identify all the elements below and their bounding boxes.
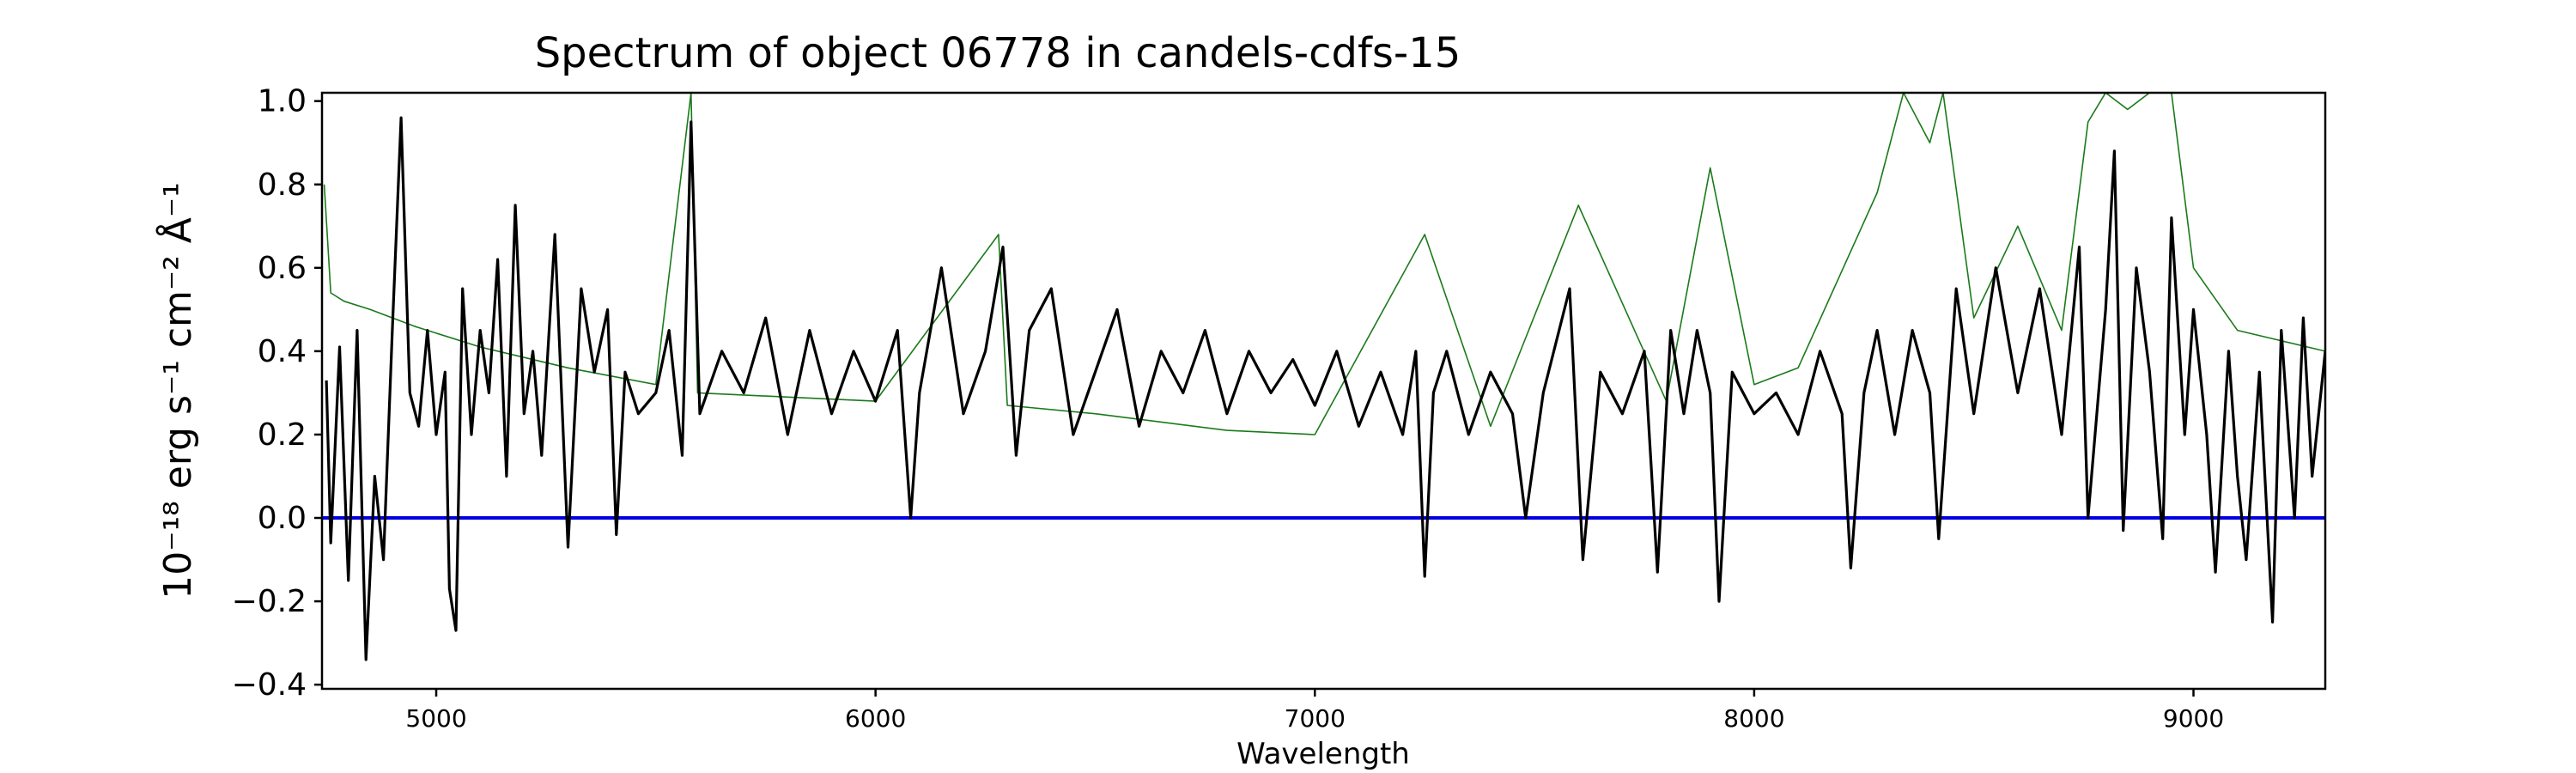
plot-area	[322, 93, 2325, 689]
x-tick-label: 5000	[405, 704, 466, 733]
y-tick-label: 0.2	[258, 417, 307, 453]
y-tick-label: 1.0	[258, 84, 307, 119]
x-tick-label: 6000	[845, 704, 906, 733]
y-axis: −0.4 −0.2 0.0 0.2 0.4 0.6 0.8 1.0	[232, 84, 322, 703]
x-axis-label: Wavelength	[1236, 737, 1410, 771]
series-line-error-spectrum	[323, 93, 2325, 435]
y-tick-label: −0.2	[232, 584, 307, 619]
y-tick-label: 0.4	[258, 334, 307, 369]
y-tick-label: −0.4	[232, 667, 307, 703]
x-tick-label: 8000	[1723, 704, 1784, 733]
y-tick-label: 0.6	[258, 251, 307, 286]
series-line-flux	[325, 116, 2325, 661]
series-layer	[322, 93, 2325, 661]
y-tick-label: 0.8	[258, 167, 307, 203]
y-tick-label: 0.0	[258, 501, 307, 536]
x-tick-label: 7000	[1285, 704, 1346, 733]
x-tick-label: 9000	[2163, 704, 2224, 733]
chart-title: Spectrum of object 06778 in candels-cdfs…	[535, 29, 1461, 77]
plot-frame	[320, 91, 2327, 691]
y-axis-label: 10⁻¹⁸ erg s⁻¹ cm⁻² Å⁻¹	[155, 182, 200, 599]
x-axis: 5000 6000 7000 8000 9000	[405, 689, 2224, 733]
